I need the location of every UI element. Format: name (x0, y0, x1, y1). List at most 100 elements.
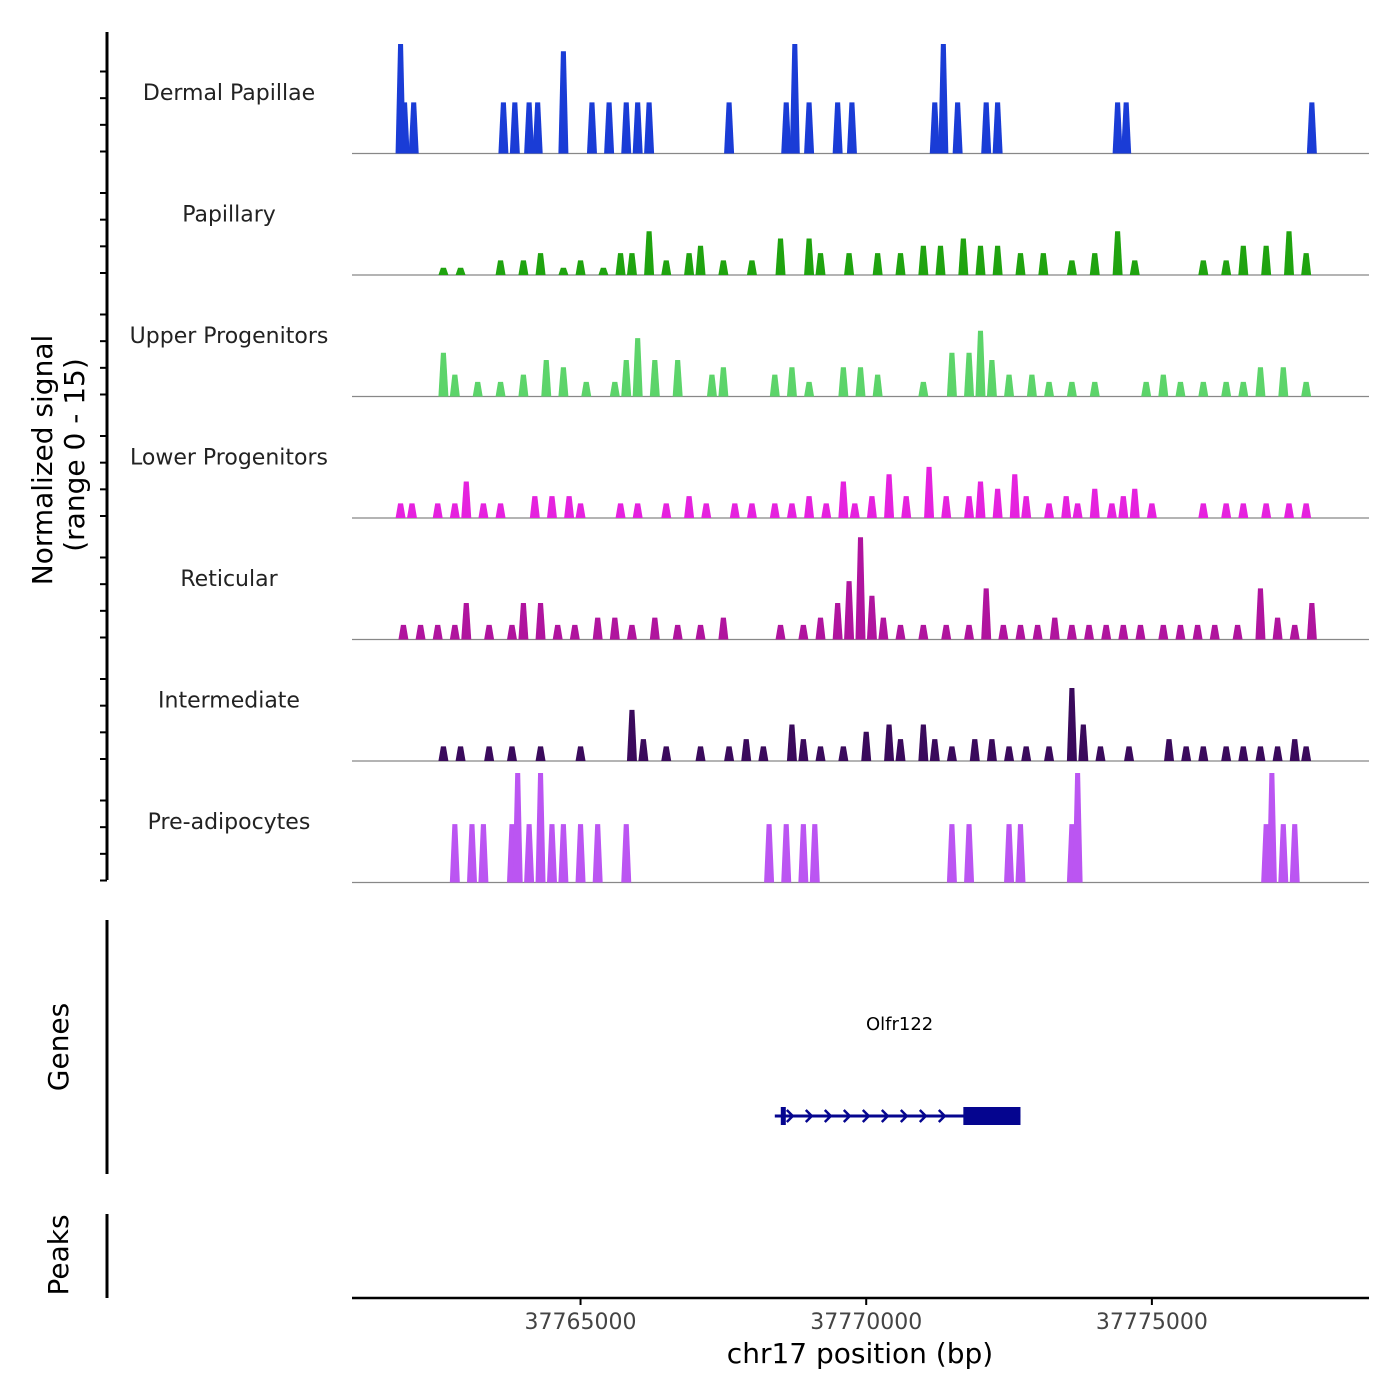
signal-peak (558, 367, 569, 397)
signal-peak (1284, 503, 1295, 518)
signal-peak (1015, 624, 1026, 640)
signal-peak (1238, 746, 1249, 761)
signal-peak (1232, 624, 1243, 640)
signal-peak (632, 503, 643, 518)
signal-peak (846, 102, 857, 154)
signal-peak (832, 603, 843, 640)
signal-peak (438, 352, 449, 397)
signal-peak (598, 267, 609, 275)
coverage-tracks: Dermal Papillae Papillary Upper Progenitor… (130, 44, 1369, 884)
signal-peak (866, 496, 877, 518)
signal-peak (872, 374, 883, 397)
signal-peak (855, 367, 866, 397)
signal-peak (575, 746, 586, 761)
strand-arrow (785, 1109, 795, 1123)
signal-peak (1049, 617, 1060, 640)
signal-peak (804, 381, 815, 397)
signal-peak (484, 746, 495, 761)
signal-peak (1084, 624, 1095, 640)
signal-peak (815, 253, 826, 275)
signal-peak (809, 824, 820, 883)
signal-peak (466, 824, 477, 883)
signal-peak (718, 617, 729, 640)
signal-peak (958, 238, 969, 275)
signal-peak (992, 102, 1003, 154)
signal-peak (1238, 381, 1249, 397)
track-pre-adipocytes: Pre-adipocytes (148, 773, 1369, 884)
signal-peak (449, 624, 460, 640)
signal-peak (1015, 253, 1026, 275)
gene-cds-exon (963, 1107, 1021, 1125)
signal-peak (638, 739, 649, 761)
signal-peak (586, 102, 597, 154)
signal-peak (1192, 624, 1203, 640)
signal-peak (1289, 824, 1300, 883)
signal-peak (1089, 488, 1100, 518)
signal-peak (535, 773, 546, 883)
signal-peak (1026, 374, 1037, 397)
signal-peak (764, 824, 775, 883)
signal-peak (918, 724, 929, 761)
signal-peak (872, 253, 883, 275)
signal-peak (1021, 496, 1032, 518)
signal-peak (1089, 381, 1100, 397)
signal-peak (724, 102, 735, 154)
signal-peak (1044, 381, 1055, 397)
signal-peak (946, 352, 957, 397)
signal-peak (1121, 102, 1132, 154)
signal-peak (498, 102, 509, 154)
signal-peak (695, 624, 706, 640)
track-label: Dermal Papillae (143, 81, 315, 106)
signal-peak (992, 245, 1003, 275)
signal-peak (1255, 746, 1266, 761)
track-reticular: Reticular (180, 537, 1369, 641)
signal-peak (1044, 746, 1055, 761)
signal-peak (395, 503, 406, 518)
signal-peak (938, 44, 949, 154)
signal-peak (1255, 588, 1266, 640)
signal-peak (609, 617, 620, 640)
signal-peak (661, 503, 672, 518)
signal-peak (644, 102, 655, 154)
signal-peak (478, 503, 489, 518)
signal-peak (1272, 746, 1283, 761)
signal-peak (495, 503, 506, 518)
signal-peak (815, 746, 826, 761)
signal-peak (1118, 624, 1129, 640)
signal-peak (775, 624, 786, 640)
signal-peak (729, 503, 740, 518)
signal-peak (506, 746, 517, 761)
track-label: Upper Progenitors (130, 324, 329, 349)
signal-peak (1221, 503, 1232, 518)
signal-peak (558, 51, 569, 154)
signal-peak (398, 624, 409, 640)
signal-peak (626, 253, 637, 275)
x-axis-ticks: 37765000 37770000 37775000 (525, 1298, 1208, 1335)
signal-peak (832, 102, 843, 154)
signal-peak (798, 624, 809, 640)
signal-peak (769, 503, 780, 518)
track-label: Reticular (180, 567, 278, 592)
signal-peak (804, 238, 815, 275)
signal-peak (1066, 688, 1077, 761)
signal-peak (1078, 724, 1089, 761)
signal-peak (724, 746, 735, 761)
signal-peak (1118, 496, 1129, 518)
signal-peak (1198, 746, 1209, 761)
signal-peak (592, 824, 603, 883)
signal-peak (1306, 102, 1317, 154)
signal-peak (524, 102, 535, 154)
signal-peak (1221, 746, 1232, 761)
signal-peak (935, 245, 946, 275)
signal-peak (535, 603, 546, 640)
signal-peak (929, 739, 940, 761)
signal-peak (981, 588, 992, 640)
signal-peak (838, 481, 849, 518)
peak-panel-label: Peaks (42, 1214, 75, 1295)
signal-peak (1284, 231, 1295, 275)
signal-peak (895, 624, 906, 640)
signal-peak (1066, 381, 1077, 397)
signal-peak (535, 746, 546, 761)
signal-peak (884, 474, 895, 518)
